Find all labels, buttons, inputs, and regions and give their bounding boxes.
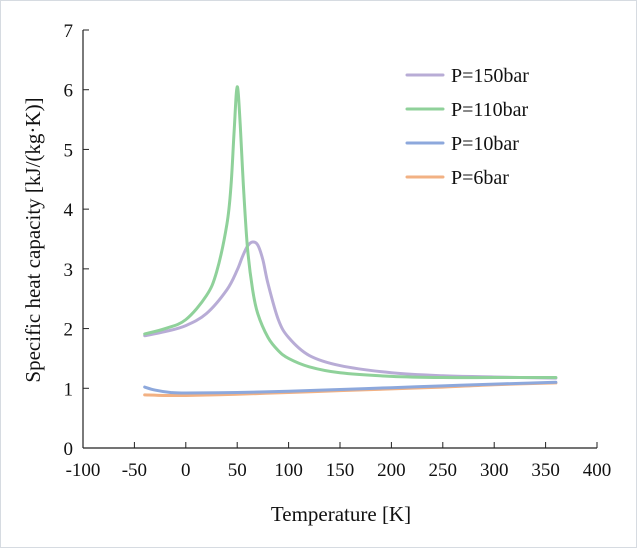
x-tick-label: -50 (122, 460, 147, 481)
x-tick-label: 300 (480, 460, 509, 481)
legend-label-p-6bar: P=6bar (451, 167, 509, 189)
x-tick-label: -100 (66, 460, 101, 481)
legend-label-p-150bar: P=150bar (451, 65, 529, 87)
legend-label-p-10bar: P=10bar (451, 133, 519, 155)
legend-label-p-110bar: P=110bar (451, 99, 529, 121)
plot-area: -100 -50 0 50 100 150 200 250 300 350 400 0 1 2 3 4 5 6 7 (64, 21, 612, 481)
x-tick-label: 250 (429, 460, 458, 481)
legend: P=150bar P=110bar P=10bar P=6bar (405, 65, 529, 189)
y-tick-label: 4 (64, 200, 74, 221)
y-tick-label: 0 (64, 439, 74, 460)
y-axis-title: Specific heat capacity [kJ/(kg·K)] (21, 97, 45, 382)
x-tick-label: 0 (181, 460, 191, 481)
y-tick-label: 2 (64, 320, 74, 341)
series-layer (143, 85, 558, 398)
x-tick-label: 200 (377, 460, 406, 481)
series-line-p-10bar (143, 380, 558, 395)
y-tick-label: 6 (64, 81, 74, 102)
x-axis-title: Temperature [K] (271, 502, 411, 526)
x-tick-label: 50 (228, 460, 247, 481)
x-tick-label: 400 (583, 460, 612, 481)
series-line-p-150bar (143, 240, 558, 380)
y-tick-label: 3 (64, 260, 74, 281)
x-tick-label: 350 (531, 460, 560, 481)
y-tick-label: 7 (64, 21, 74, 42)
series-line-p-110bar (143, 85, 558, 380)
y-tick-label: 1 (64, 379, 74, 400)
x-tick-label: 150 (326, 460, 355, 481)
x-tick-label: 100 (274, 460, 303, 481)
y-tick-label: 5 (64, 140, 74, 161)
